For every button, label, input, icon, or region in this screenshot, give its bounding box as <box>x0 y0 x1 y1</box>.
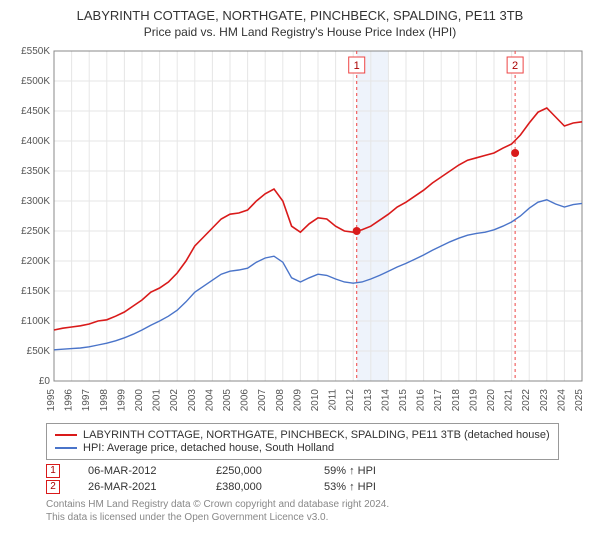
svg-text:2022: 2022 <box>521 388 532 411</box>
legend: LABYRINTH COTTAGE, NORTHGATE, PINCHBECK,… <box>46 423 559 460</box>
svg-text:2002: 2002 <box>169 388 180 411</box>
event-price: £250,000 <box>216 465 296 477</box>
svg-text:1997: 1997 <box>81 388 92 411</box>
svg-text:£250K: £250K <box>21 226 50 237</box>
svg-text:£50K: £50K <box>27 346 51 357</box>
svg-text:1: 1 <box>354 60 360 72</box>
svg-text:1998: 1998 <box>99 388 110 411</box>
svg-text:£150K: £150K <box>21 286 50 297</box>
legend-label: HPI: Average price, detached house, Sout… <box>83 442 334 454</box>
svg-text:£400K: £400K <box>21 136 50 147</box>
event-marker: 1 <box>46 464 60 478</box>
event-delta: 59% ↑ HPI <box>324 465 376 477</box>
svg-text:2000: 2000 <box>134 388 145 411</box>
legend-item: HPI: Average price, detached house, Sout… <box>55 442 550 454</box>
legend-swatch <box>55 447 77 449</box>
svg-text:2019: 2019 <box>468 388 479 411</box>
chart-svg: £0 £50K £100K £150K £200K £250K £300K £350K £400… <box>10 45 590 417</box>
events-table: 1 06-MAR-2012 £250,000 59% ↑ HPI 2 26-MAR-202… <box>46 464 590 494</box>
chart-title: LABYRINTH COTTAGE, NORTHGATE, PINCHBECK,… <box>10 8 590 25</box>
svg-text:2024: 2024 <box>556 388 567 411</box>
legend-label: LABYRINTH COTTAGE, NORTHGATE, PINCHBECK,… <box>83 429 550 441</box>
svg-text:1996: 1996 <box>64 388 75 411</box>
chart-subtitle: Price paid vs. HM Land Registry's House … <box>10 25 590 39</box>
svg-text:2: 2 <box>512 60 518 72</box>
svg-text:2025: 2025 <box>574 388 585 411</box>
svg-text:2009: 2009 <box>292 388 303 411</box>
legend-swatch <box>55 434 77 436</box>
footer-line-2: This data is licensed under the Open Gov… <box>46 511 590 524</box>
svg-text:2006: 2006 <box>240 388 251 411</box>
svg-text:£350K: £350K <box>21 166 50 177</box>
svg-text:2010: 2010 <box>310 388 321 411</box>
svg-text:£200K: £200K <box>21 256 50 267</box>
svg-text:£500K: £500K <box>21 76 50 87</box>
event-delta: 53% ↑ HPI <box>324 481 376 493</box>
chart-plot-area: £0 £50K £100K £150K £200K £250K £300K £350K £400… <box>10 45 590 417</box>
svg-text:2012: 2012 <box>345 388 356 411</box>
svg-text:2016: 2016 <box>416 388 427 411</box>
event-price: £380,000 <box>216 481 296 493</box>
svg-text:2021: 2021 <box>504 388 515 411</box>
svg-text:£550K: £550K <box>21 46 50 57</box>
event-date: 06-MAR-2012 <box>88 465 188 477</box>
svg-text:2007: 2007 <box>257 388 268 411</box>
svg-text:2008: 2008 <box>275 388 286 411</box>
svg-text:£100K: £100K <box>21 316 50 327</box>
legend-item: LABYRINTH COTTAGE, NORTHGATE, PINCHBECK,… <box>55 429 550 441</box>
event-row: 2 26-MAR-2021 £380,000 53% ↑ HPI <box>46 480 590 494</box>
event-date: 26-MAR-2021 <box>88 481 188 493</box>
footer: Contains HM Land Registry data © Crown c… <box>46 498 590 524</box>
event-marker: 2 <box>46 480 60 494</box>
svg-text:2020: 2020 <box>486 388 497 411</box>
svg-text:2018: 2018 <box>451 388 462 411</box>
svg-text:2004: 2004 <box>204 388 215 411</box>
footer-line-1: Contains HM Land Registry data © Crown c… <box>46 498 590 511</box>
chart-container: LABYRINTH COTTAGE, NORTHGATE, PINCHBECK,… <box>0 0 600 560</box>
svg-text:2005: 2005 <box>222 388 233 411</box>
svg-text:2014: 2014 <box>380 388 391 411</box>
svg-text:1999: 1999 <box>116 388 127 411</box>
svg-text:£300K: £300K <box>21 196 50 207</box>
svg-text:£0: £0 <box>39 376 51 387</box>
svg-text:2023: 2023 <box>539 388 550 411</box>
svg-text:2003: 2003 <box>187 388 198 411</box>
svg-text:2001: 2001 <box>152 388 163 411</box>
svg-text:1995: 1995 <box>46 388 57 411</box>
svg-text:2013: 2013 <box>363 388 374 411</box>
svg-text:£450K: £450K <box>21 106 50 117</box>
svg-text:2017: 2017 <box>433 388 444 411</box>
event-row: 1 06-MAR-2012 £250,000 59% ↑ HPI <box>46 464 590 478</box>
svg-text:2011: 2011 <box>328 388 339 410</box>
svg-text:2015: 2015 <box>398 388 409 411</box>
